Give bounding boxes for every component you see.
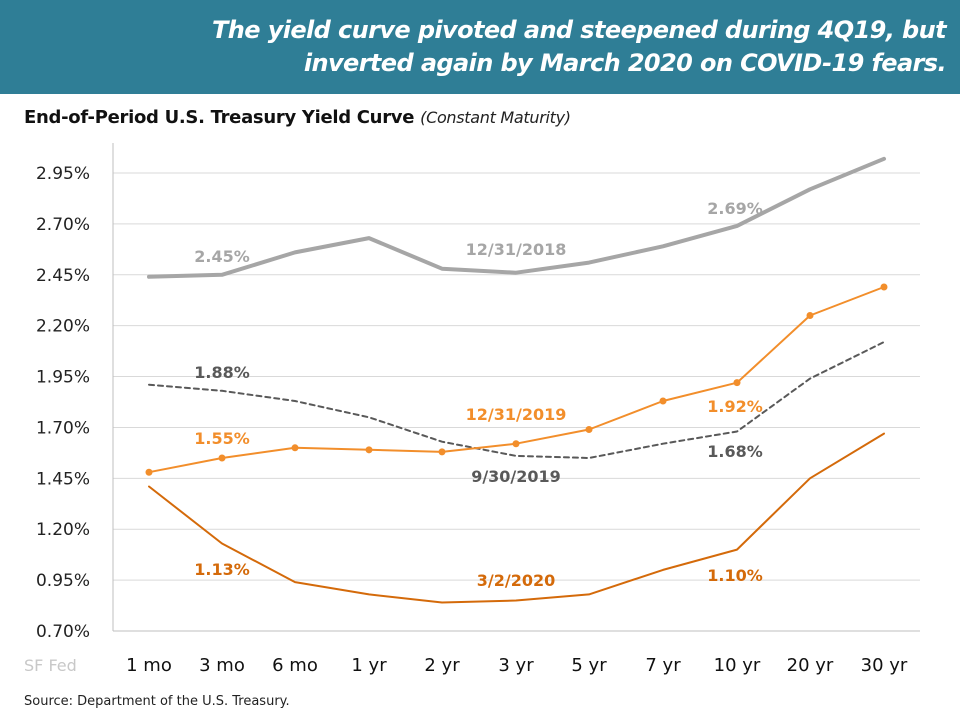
data-point [880,283,888,291]
x-tick-label: 6 mo [272,655,318,676]
headline-banner: The yield curve pivoted and steepened du… [0,0,960,94]
data-point [291,444,299,452]
annotation-label: 2.45% [194,247,250,266]
sf-fed-watermark: SF Fed [24,656,77,675]
annotation-label: 3/2/2020 [477,571,555,590]
y-tick-label: 2.45% [36,266,90,286]
annotation-label: 1.13% [194,560,250,579]
annotation-label: 2.69% [707,199,763,218]
x-tick-label: 20 yr [787,655,834,676]
data-point [659,397,667,405]
series-line-9-30-2019 [148,341,885,459]
data-point [218,454,226,462]
series-line-12-31-2018 [147,156,886,279]
data-point [806,311,814,319]
data-point [733,379,741,387]
y-tick-label: 2.70% [36,215,90,235]
annotation-label: 1.55% [194,429,250,448]
annotation-label: 1.88% [194,363,250,382]
annotation-label: 12/31/2019 [466,405,567,424]
x-tick-label: 7 yr [645,655,681,676]
source-note: Source: Department of the U.S. Treasury. [24,694,290,709]
headline-line-2: inverted again by March 2020 on COVID-19… [303,49,947,77]
y-tick-label: 2.95% [36,164,90,184]
y-tick-label: 1.45% [36,469,90,489]
x-tick-label: 1 yr [351,655,387,676]
x-tick-label: 1 mo [126,655,172,676]
y-tick-label: 2.20% [36,317,90,337]
y-tick-label: 0.70% [36,622,90,642]
y-tick-label: 1.20% [36,520,90,540]
x-tick-label: 2 yr [424,655,460,676]
annotation-label: 1.68% [707,442,763,461]
x-tick-label: 3 mo [199,655,245,676]
annotation-label: 12/31/2018 [466,240,567,259]
headline-line-1: The yield curve pivoted and steepened du… [212,16,947,44]
y-tick-label: 1.95% [36,368,90,388]
data-point [585,425,593,433]
y-tick-label: 0.95% [36,571,90,591]
data-point [145,468,153,476]
annotation-label: 9/30/2019 [471,467,561,486]
annotation-label: 1.92% [707,397,763,416]
data-point [365,446,373,454]
x-tick-label: 3 yr [498,655,534,676]
data-point [512,440,520,448]
x-tick-label: 10 yr [714,655,761,676]
chart-title-block: End-of-Period U.S. Treasury Yield Curve (… [24,107,571,128]
x-tick-label: 5 yr [571,655,607,676]
data-point [438,448,446,456]
series-line-3-2-2020 [148,432,885,604]
annotation-label: 1.10% [707,566,763,585]
y-tick-label: 1.70% [36,418,90,438]
x-tick-label: 30 yr [861,655,908,676]
chart-subtitle: (Constant Maturity) [420,108,571,127]
chart-title: End-of-Period U.S. Treasury Yield Curve [24,107,415,128]
